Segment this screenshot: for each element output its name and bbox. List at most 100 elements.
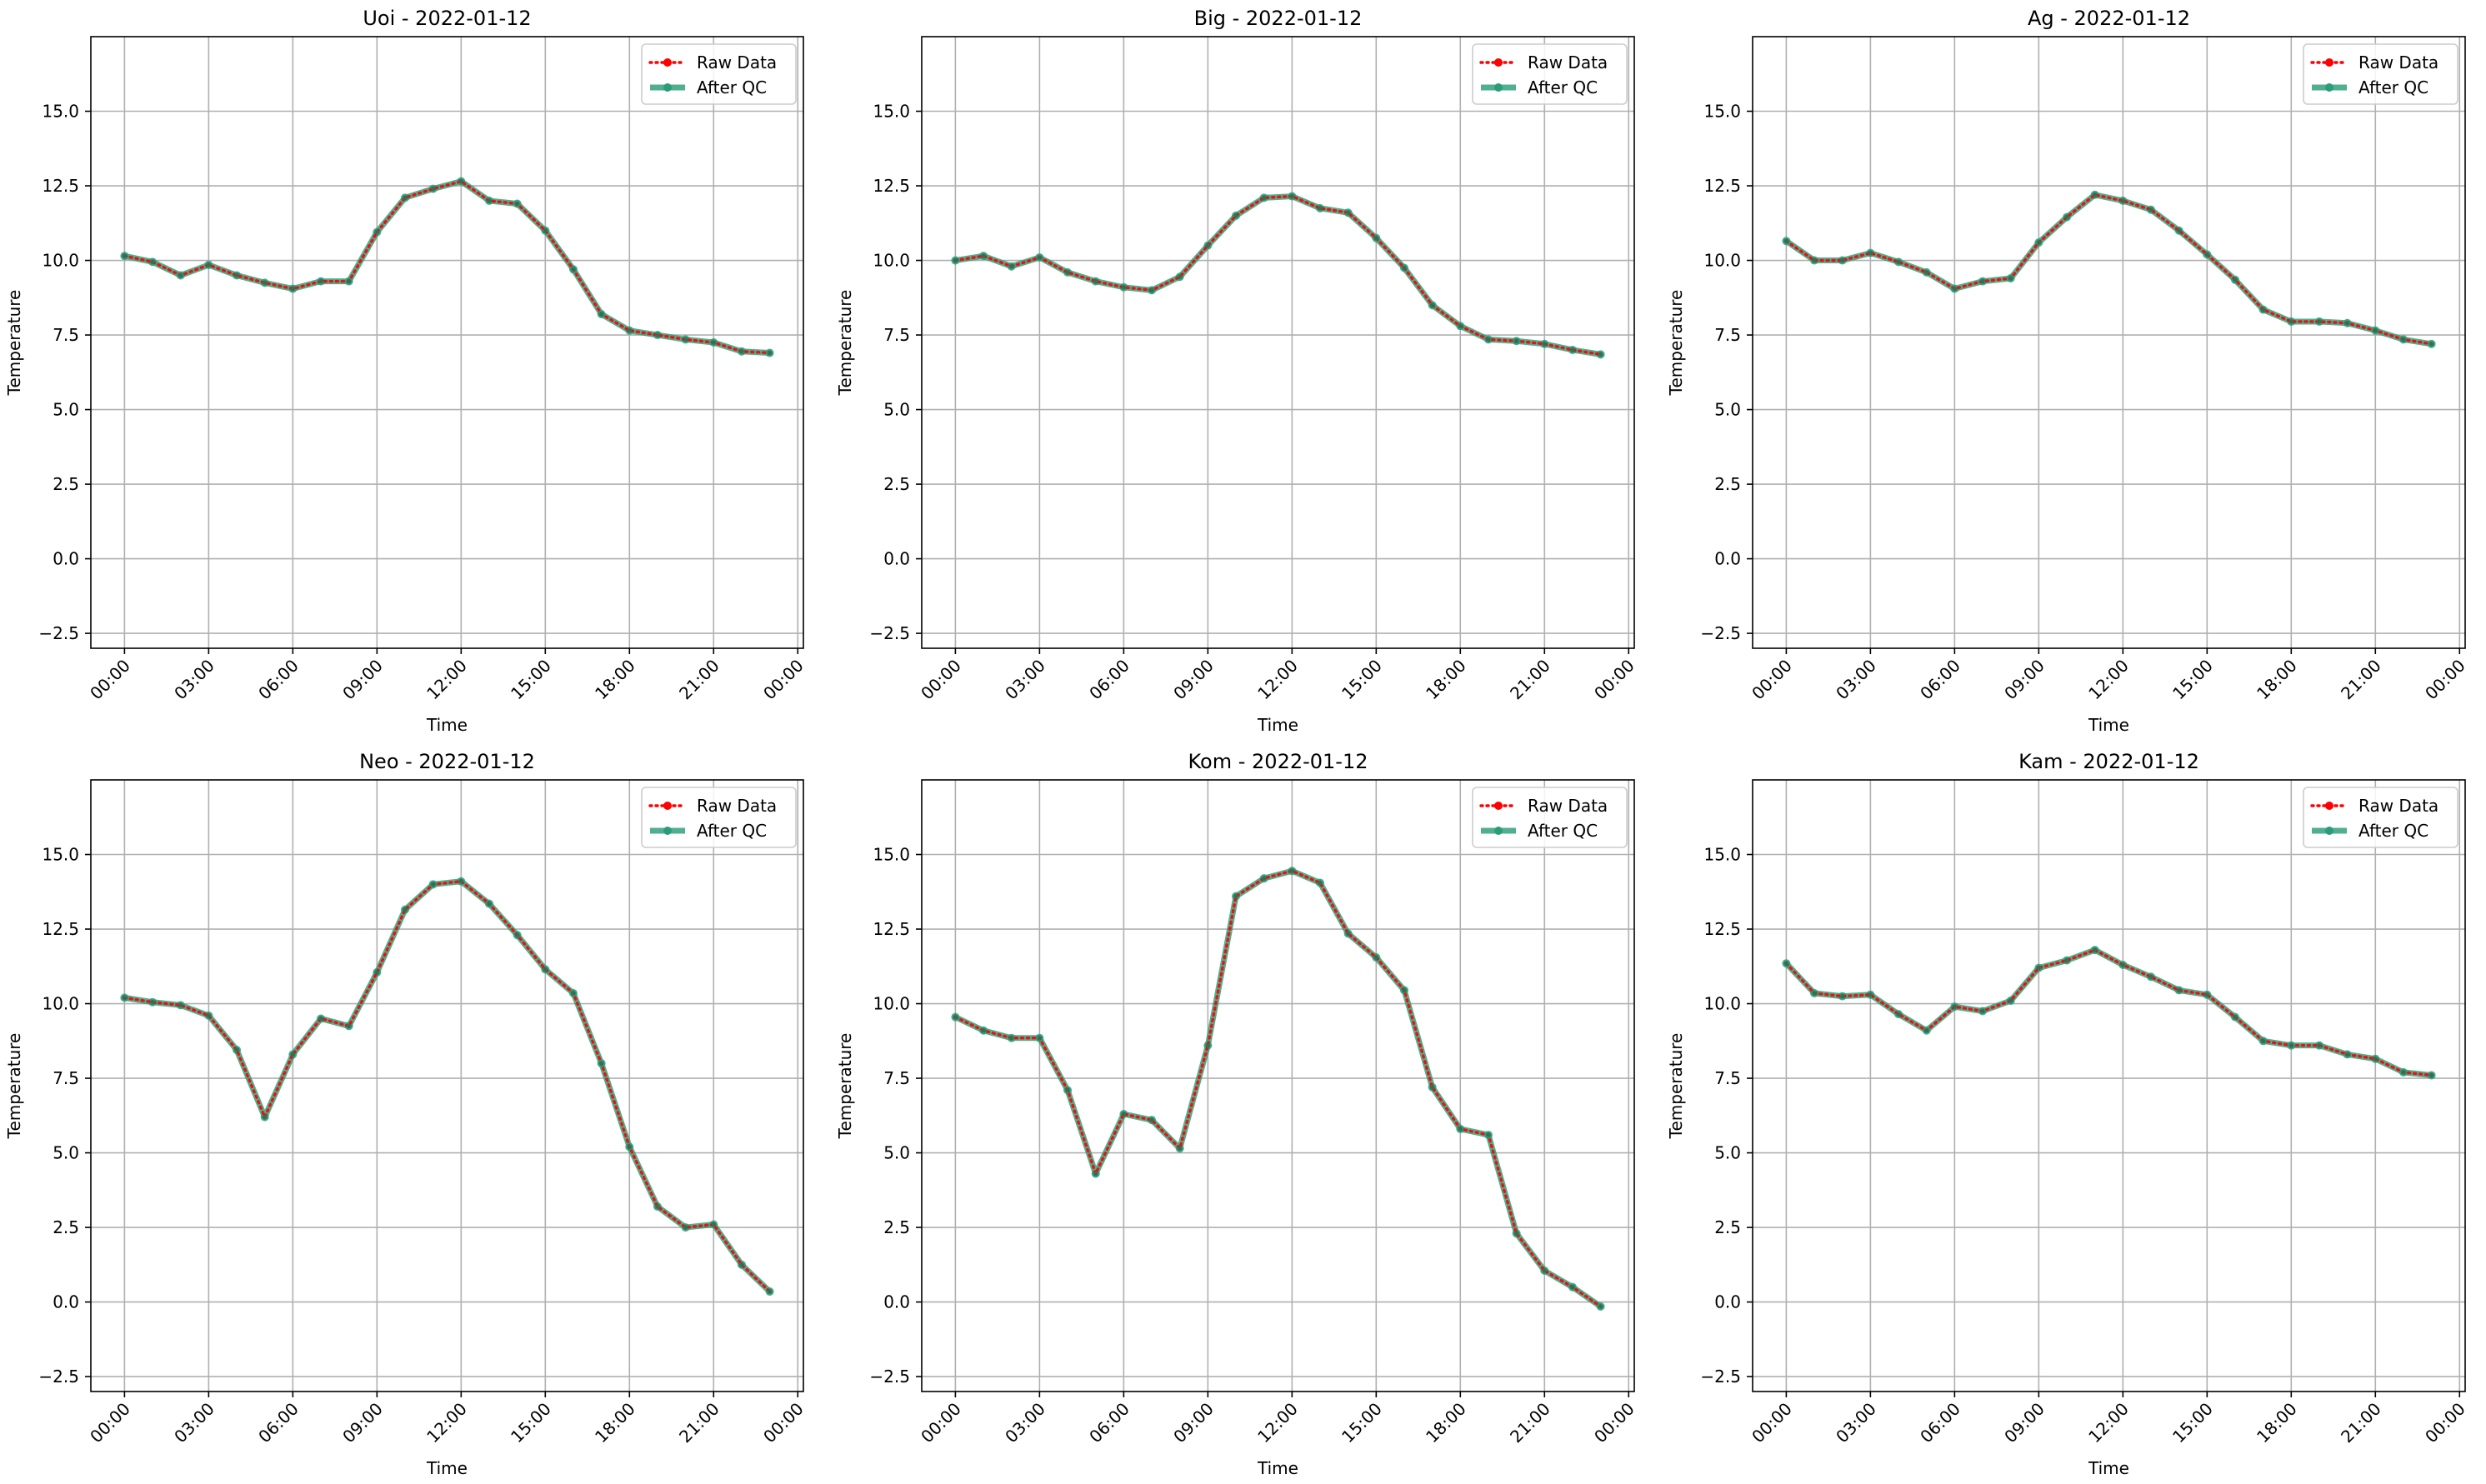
- point-raw-data: [1513, 338, 1519, 344]
- series-line-raw-data: [1784, 192, 2433, 346]
- y-tick-label: 10.0: [42, 994, 79, 1014]
- y-tick-label: 15.0: [873, 102, 910, 122]
- subplot-5: −2.50.02.55.07.510.012.515.000:00 03:00 06…: [1666, 750, 2469, 1478]
- point-raw-data: [1233, 213, 1238, 218]
- point-raw-data: [2204, 252, 2210, 257]
- point-raw-data: [1261, 195, 1267, 201]
- point-raw-data: [1149, 287, 1154, 293]
- axes-frame: [921, 36, 1635, 649]
- point-raw-data: [1205, 1042, 1211, 1048]
- point-raw-data: [1065, 270, 1070, 275]
- point-raw-data: [430, 186, 436, 192]
- point-raw-data: [487, 901, 492, 907]
- y-tick-label: 12.5: [42, 919, 79, 939]
- point-raw-data: [2008, 276, 2013, 281]
- point-raw-data: [1570, 1284, 1575, 1290]
- point-raw-data: [1008, 263, 1014, 269]
- point-raw-data: [1952, 1004, 1958, 1009]
- point-raw-data: [598, 1061, 604, 1066]
- point-raw-data: [2176, 987, 2182, 993]
- point-raw-data: [2092, 947, 2098, 952]
- point-raw-data: [739, 1262, 744, 1267]
- point-raw-data: [2036, 240, 2042, 245]
- point-raw-data: [2288, 319, 2294, 324]
- point-raw-data: [178, 272, 183, 278]
- y-tick-label: 7.5: [883, 325, 910, 345]
- y-tick-label: 12.5: [1703, 176, 1741, 196]
- point-raw-data: [1923, 270, 1929, 275]
- subplot-title: Big - 2022-01-12: [1194, 7, 1363, 30]
- y-tick-label: 0.0: [53, 549, 79, 569]
- subplot-title: Kam - 2022-01-12: [2018, 750, 2199, 773]
- point-raw-data: [2120, 198, 2126, 203]
- point-raw-data: [1952, 286, 1958, 292]
- point-raw-data: [683, 1225, 688, 1230]
- point-raw-data: [2064, 957, 2069, 963]
- series-line-raw-data: [123, 879, 772, 1293]
- point-raw-data: [2176, 227, 2182, 233]
- legend-marker-after-qc: [1494, 827, 1503, 835]
- point-raw-data: [403, 195, 408, 201]
- subplot-title: Kom - 2022-01-12: [1188, 750, 1368, 773]
- subplot-0: −2.50.02.55.07.510.012.515.000:00 03:00 06…: [4, 7, 808, 735]
- point-raw-data: [1868, 250, 1873, 256]
- plot-area: [1753, 780, 2465, 1392]
- point-raw-data: [1121, 1112, 1127, 1117]
- point-raw-data: [2317, 319, 2322, 324]
- point-raw-data: [1542, 1268, 1548, 1273]
- y-tick-label: 7.5: [53, 325, 79, 345]
- x-axis-label: Time: [1257, 715, 1298, 735]
- point-raw-data: [2428, 1072, 2434, 1078]
- point-raw-data: [2064, 214, 2069, 220]
- y-tick-label: 10.0: [873, 994, 910, 1014]
- point-raw-data: [262, 280, 268, 286]
- series-line-raw-data: [1784, 948, 2433, 1077]
- subplot-2: −2.50.02.55.07.510.012.515.000:00 03:00 06…: [1666, 7, 2469, 735]
- legend-label-raw-data: Raw Data: [1528, 796, 1608, 816]
- point-raw-data: [458, 178, 464, 184]
- legend-label-after-qc: After QC: [1528, 77, 1598, 97]
- point-raw-data: [1318, 206, 1323, 211]
- point-raw-data: [2428, 341, 2434, 347]
- point-raw-data: [122, 253, 128, 258]
- point-raw-data: [2008, 998, 2013, 1003]
- point-raw-data: [150, 259, 155, 265]
- point-raw-data: [1980, 278, 1985, 284]
- point-raw-data: [150, 999, 155, 1005]
- point-raw-data: [1542, 341, 1548, 347]
- y-tick-label: 0.0: [1714, 1292, 1741, 1312]
- axes-frame: [90, 779, 804, 1392]
- point-raw-data: [2373, 327, 2378, 333]
- point-raw-data: [318, 1016, 323, 1022]
- legend: Raw Data After QC: [1472, 787, 1628, 848]
- legend-label-raw-data: Raw Data: [2358, 52, 2438, 72]
- point-raw-data: [1261, 876, 1267, 881]
- point-raw-data: [1373, 955, 1379, 960]
- legend-marker-raw-data: [2325, 802, 2333, 810]
- point-raw-data: [2148, 974, 2153, 980]
- point-raw-data: [178, 1002, 183, 1008]
- point-raw-data: [1345, 210, 1351, 216]
- point-raw-data: [262, 1114, 268, 1120]
- point-raw-data: [543, 967, 548, 972]
- axes-frame: [1752, 779, 2466, 1392]
- x-axis-label: Time: [2088, 1458, 2129, 1478]
- point-raw-data: [290, 286, 296, 292]
- point-raw-data: [1373, 235, 1379, 241]
- point-raw-data: [1812, 257, 1817, 263]
- point-raw-data: [2120, 962, 2126, 967]
- subplot-title: Uoi - 2022-01-12: [363, 7, 531, 30]
- legend: Raw Data After QC: [2303, 43, 2458, 105]
- y-tick-label: −2.5: [38, 1367, 79, 1387]
- legend-label-raw-data: Raw Data: [2358, 796, 2438, 816]
- y-tick-label: 12.5: [42, 176, 79, 196]
- point-raw-data: [318, 278, 323, 284]
- point-raw-data: [290, 1052, 296, 1057]
- point-raw-data: [2344, 320, 2350, 326]
- legend-label-raw-data: Raw Data: [1528, 52, 1608, 72]
- y-tick-label: 15.0: [42, 102, 79, 122]
- y-tick-label: 12.5: [873, 176, 910, 196]
- point-raw-data: [981, 253, 986, 258]
- point-raw-data: [571, 991, 576, 996]
